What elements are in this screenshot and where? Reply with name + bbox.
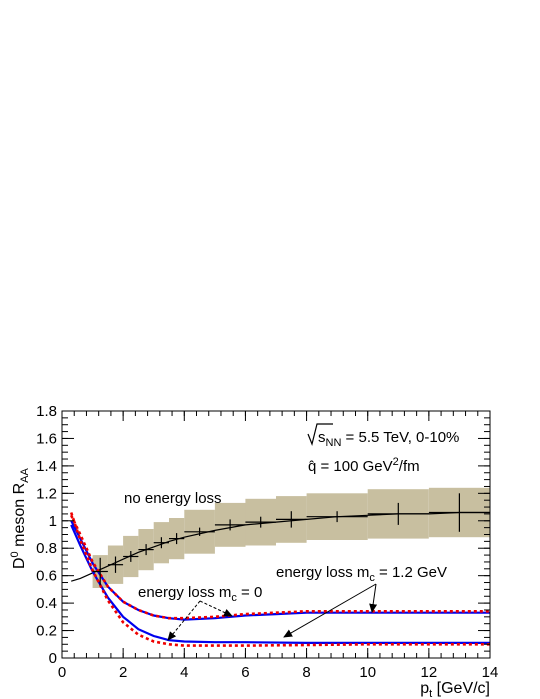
red-lower-curve [69,512,490,647]
x-tick-label: 8 [302,664,310,681]
svg-text:sNN = 5.5 TeV, 0-10%: sNN = 5.5 TeV, 0-10% [318,429,459,449]
x-axis-ticks: 0 2 4 6 8 10 12 14 [58,411,499,681]
x-axis-title: pt [GeV/c] [420,680,490,699]
x-tick-label: 14 [482,664,499,681]
x-tick-label: 12 [421,664,438,681]
arrow-m0-lower [167,600,201,641]
annotation-no-energy-loss: no energy loss [124,490,222,507]
annotation-energy-loss-m12: energy loss mc = 1.2 GeV [276,564,447,584]
arrow-m12-upper [369,583,378,613]
y-tick-label: 1 [49,513,57,530]
x-tick-label: 2 [119,664,127,681]
y-tick-label: 0 [49,650,57,667]
y-tick-label: 0.2 [36,623,57,640]
legend-line-1: sNN = 5.5 TeV, 0-10% [307,423,459,449]
y-tick-label: 1.4 [36,458,57,475]
y-tick-label: 1.2 [36,485,57,502]
x-tick-label: 4 [180,664,188,681]
x-tick-label: 10 [359,664,376,681]
annotation-energy-loss-m0: energy loss mc = 0 [138,584,262,604]
arrow-m12-lower [283,583,377,638]
y-tick-label: 1.6 [36,430,57,447]
y-axis-title: D0 meson RAA [9,468,31,569]
x-tick-label: 0 [58,664,66,681]
red-upper-curve [70,514,490,620]
sqrt-symbol [307,423,333,446]
y-tick-label: 0.4 [36,595,57,612]
y-axis-ticks: 0 0.2 0.4 0.6 0.8 1 1.2 1.4 1.6 1.8 [36,403,490,667]
data-points-group [92,493,490,586]
x-tick-label: 6 [241,664,249,681]
legend-line-2: q̂ = 100 GeV2/fm [308,456,420,475]
y-tick-label: 1.8 [36,403,57,420]
y-tick-label: 0.6 [36,568,57,585]
arrow-m0-upper [199,600,233,617]
y-tick-label: 0.8 [36,540,57,557]
